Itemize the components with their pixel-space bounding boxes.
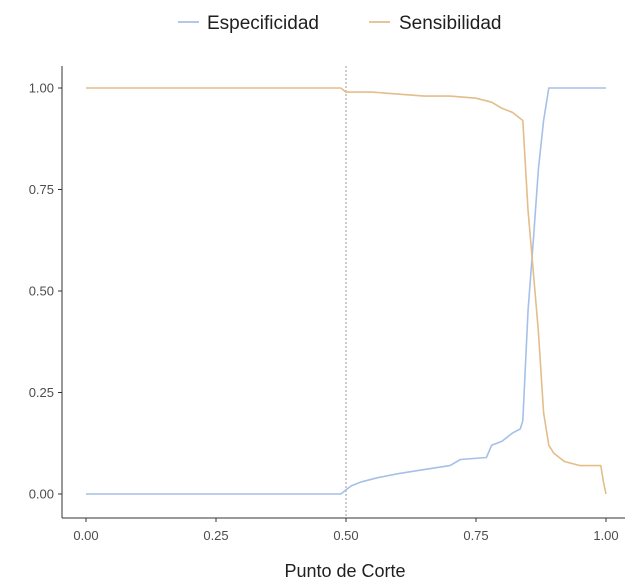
legend: Especificidad Sensibilidad: [178, 13, 501, 34]
x-tick-label: 0.25: [203, 528, 228, 543]
x-axis-title: Punto de Corte: [284, 561, 405, 581]
x-tick-label: 0.00: [73, 528, 98, 543]
legend-label-especificidad: Especificidad: [207, 13, 319, 34]
y-tick-label: 1.00: [29, 81, 54, 96]
series-line-sensibilidad: [86, 87, 607, 495]
series-lines: [86, 87, 607, 495]
y-axis-ticks: 0.00 0.25 0.50 0.75 1.00: [29, 81, 62, 502]
legend-label-sensibilidad: Sensibilidad: [399, 13, 501, 34]
y-tick-label: 0.75: [29, 182, 54, 197]
x-axis-ticks: 0.00 0.25 0.50 0.75 1.00: [73, 518, 619, 543]
y-tick-label: 0.00: [29, 487, 54, 502]
x-tick-label: 0.75: [463, 528, 488, 543]
series-line-especificidad: [86, 87, 606, 495]
axes: [61, 66, 625, 519]
x-tick-label: 1.00: [593, 528, 618, 543]
y-tick-label: 0.50: [29, 284, 54, 299]
x-tick-label: 0.50: [333, 528, 358, 543]
y-tick-label: 0.25: [29, 385, 54, 400]
